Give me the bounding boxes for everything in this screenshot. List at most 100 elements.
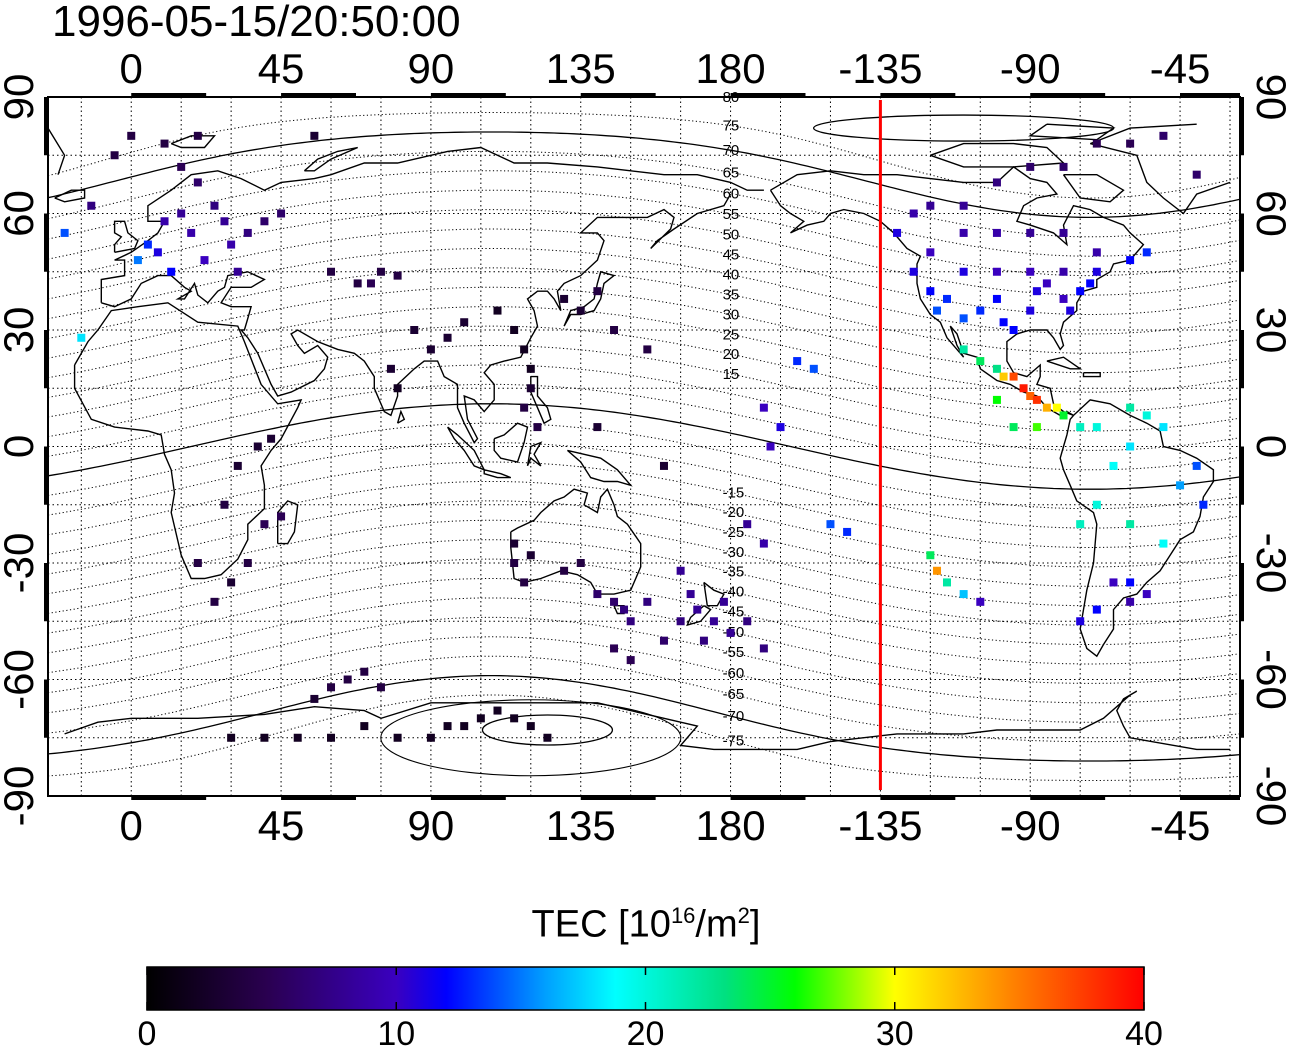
tec-point [620, 605, 629, 614]
mlat-label: -25 [723, 524, 745, 541]
tec-point [376, 683, 385, 692]
tec-point [476, 714, 485, 723]
tec-point [460, 318, 469, 327]
tec-point [699, 636, 708, 645]
tec-point [410, 326, 419, 334]
lon-tick-bottom: 0 [120, 802, 143, 849]
tec-point [366, 279, 375, 288]
mlat-label: 25 [723, 326, 740, 343]
tec-point [992, 294, 1001, 303]
tec-point [1059, 294, 1068, 303]
tec-point [193, 131, 202, 140]
lon-tick-top: 0 [120, 45, 143, 92]
tec-point [327, 683, 336, 692]
lon-tick-bottom: 180 [696, 802, 766, 849]
axis-tick-labels: 0045459090135135180180-135-135-90-90-45-… [0, 45, 1292, 849]
tec-point [1032, 287, 1041, 296]
tec-point [719, 597, 728, 606]
tec-point [493, 706, 502, 715]
mlat-label: -45 [723, 604, 745, 621]
tec-point [193, 178, 202, 187]
tec-point [243, 228, 252, 237]
tec-point [999, 372, 1008, 381]
lat-tick-right: 0 [1248, 435, 1292, 458]
tec-point [999, 318, 1008, 327]
tec-point [576, 306, 585, 315]
tec-data-points [60, 131, 1208, 742]
mlat-label: 20 [723, 346, 740, 363]
tec-point [560, 566, 569, 575]
tec-point [77, 333, 86, 342]
tec-point [976, 597, 985, 606]
tec-point [1176, 481, 1185, 490]
tec-point [610, 644, 619, 653]
tec-point [1159, 423, 1168, 432]
tec-point [1059, 411, 1068, 420]
lat-tick-left: -90 [0, 766, 42, 827]
colorbar-tick-label: 30 [875, 1015, 914, 1053]
tec-point [1059, 267, 1068, 276]
tec-point [1092, 267, 1101, 276]
tec-point [992, 364, 1001, 373]
tec-point [1076, 423, 1085, 432]
tec-point [659, 461, 668, 470]
tec-point [460, 722, 469, 731]
tec-point [1126, 520, 1135, 529]
tec-point [1192, 170, 1201, 179]
tec-point [976, 306, 985, 315]
tec-point [167, 267, 176, 276]
tec-point [1092, 423, 1101, 432]
tec-point [909, 267, 918, 276]
colorbar-tick-label: 0 [137, 1015, 157, 1053]
tec-point [826, 520, 835, 529]
mlat-label: 60 [723, 185, 740, 202]
mlat-label: 55 [723, 206, 740, 223]
tec-point [743, 617, 752, 626]
tec-point [510, 559, 519, 567]
tec-point [526, 364, 535, 373]
tec-point [260, 217, 269, 226]
tec-point [992, 228, 1001, 237]
tec-point [510, 326, 519, 334]
tec-point [693, 605, 702, 614]
tec-point [1026, 392, 1035, 401]
tec-point [110, 151, 119, 160]
lat-tick-left: 90 [0, 74, 42, 121]
lon-tick-top: 90 [408, 45, 455, 92]
tec-point [510, 714, 519, 723]
tec-point [143, 240, 152, 249]
tec-point [220, 217, 229, 226]
tec-point [327, 733, 336, 742]
tec-point [177, 162, 186, 171]
tec-point [133, 256, 142, 265]
tec-point [253, 442, 262, 451]
lat-tick-right: -60 [1248, 649, 1292, 710]
tec-point [643, 597, 652, 606]
tec-point [1126, 578, 1135, 587]
tec-point [959, 345, 968, 354]
tec-point [610, 597, 619, 606]
tec-point [327, 267, 336, 276]
lat-tick-right: -90 [1248, 766, 1292, 827]
tec-point [843, 527, 852, 536]
tec-point [933, 566, 942, 575]
tec-point [893, 228, 902, 237]
tec-point [1042, 279, 1051, 288]
tec-point [959, 201, 968, 210]
lon-tick-bottom: 135 [546, 802, 616, 849]
tec-point [443, 333, 452, 342]
tec-point [676, 566, 685, 575]
tec-point [1126, 442, 1135, 451]
tec-point [360, 722, 369, 731]
mlat-label: 70 [723, 142, 740, 159]
tec-point [626, 656, 635, 665]
tec-point [959, 314, 968, 323]
tec-point [386, 364, 395, 373]
tec-point [1192, 461, 1201, 470]
tec-point [443, 722, 452, 731]
lon-tick-bottom: 45 [258, 802, 305, 849]
colorbar-tick-label: 10 [377, 1015, 416, 1053]
tec-point [193, 559, 202, 567]
tec-point [233, 461, 242, 470]
